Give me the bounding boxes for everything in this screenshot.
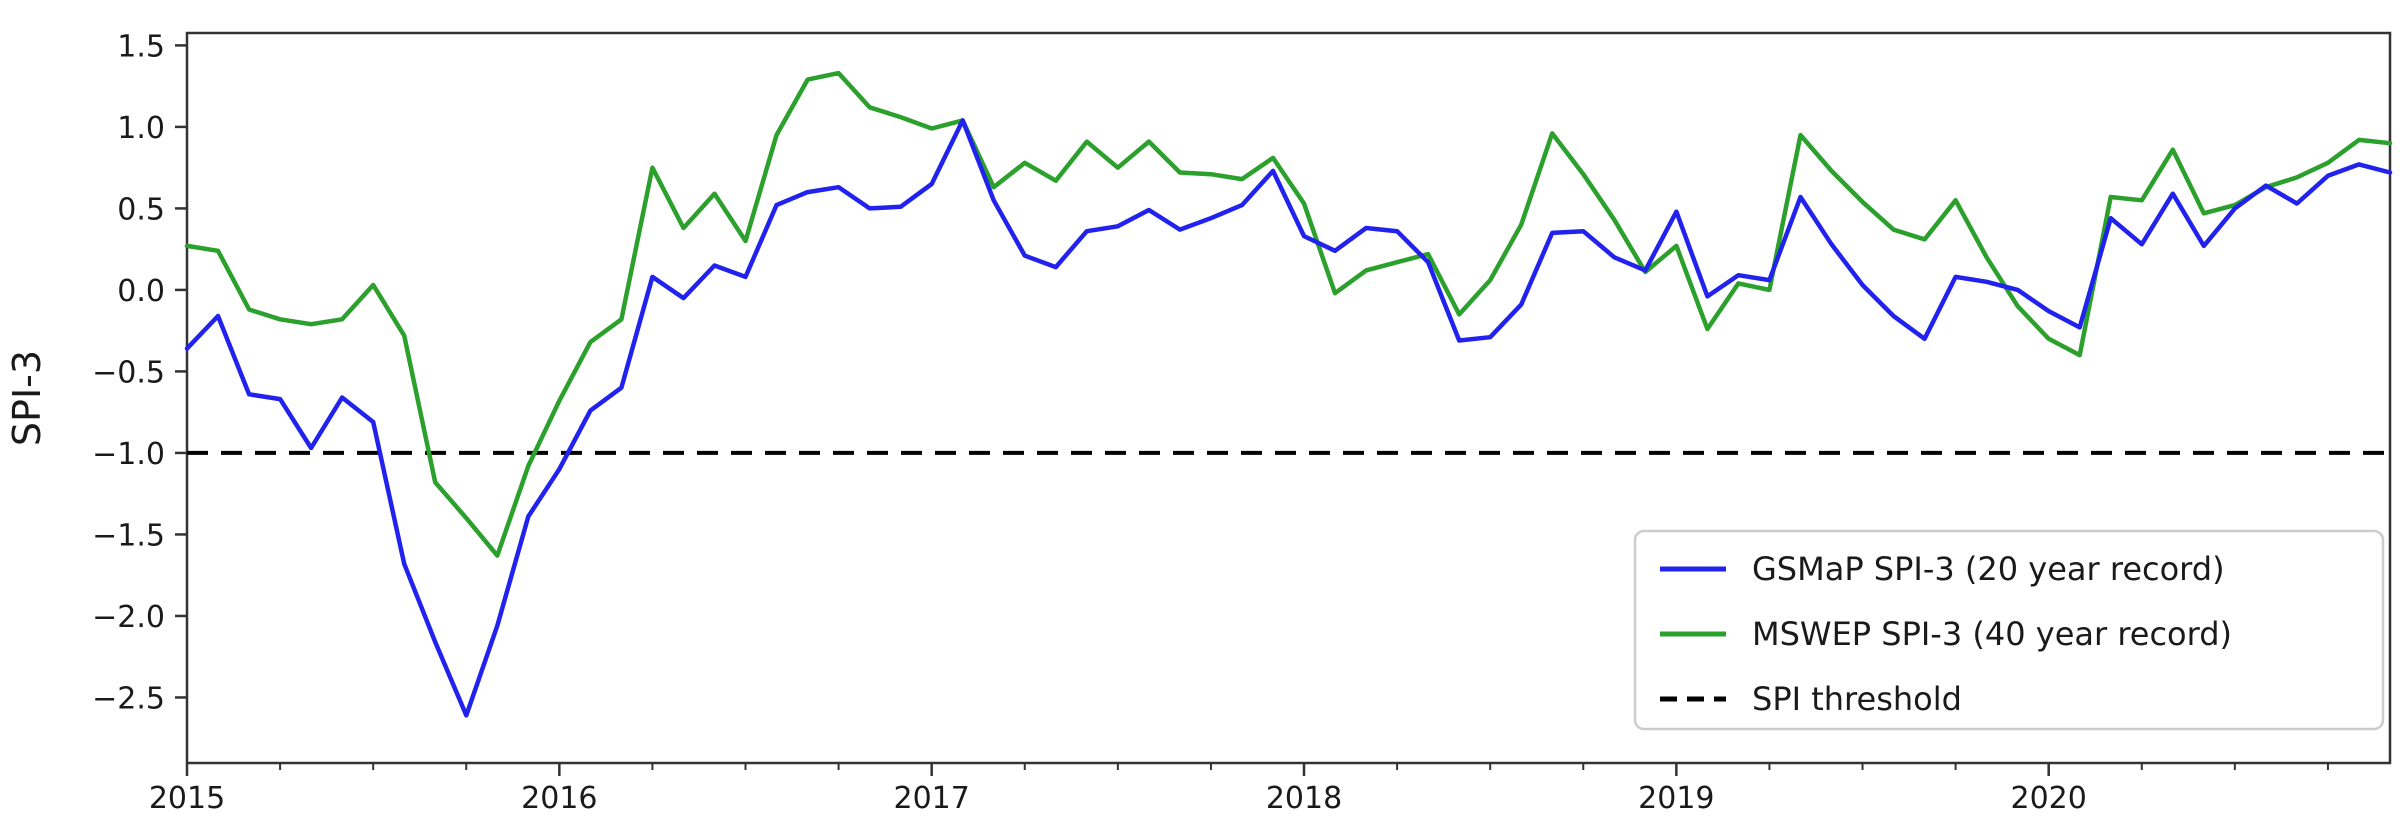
- x-tick-label: 2016: [521, 781, 597, 816]
- y-tick-label: −0.5: [92, 355, 165, 390]
- y-tick-label: 0.0: [117, 274, 165, 309]
- legend-item-label: SPI threshold: [1752, 680, 1962, 718]
- legend-item-mswep: MSWEP SPI-3 (40 year record): [1660, 615, 2232, 653]
- y-tick-label: −2.5: [92, 681, 165, 716]
- x-tick-label: 2015: [149, 781, 225, 816]
- legend-box: [1633, 529, 2385, 731]
- y-axis-ticks: 1.5 1.0 0.5 0.0 −0.5 −1.0 −1.5 −2.0 −2.5: [92, 29, 187, 716]
- x-tick-label: 2019: [1638, 781, 1714, 816]
- y-tick-label: −1.0: [92, 437, 165, 472]
- legend-item-gsmap: GSMaP SPI-3 (20 year record): [1660, 550, 2225, 588]
- legend-item-label: GSMaP SPI-3 (20 year record): [1752, 550, 2225, 588]
- y-tick-label: 1.5: [117, 29, 165, 64]
- x-tick-label: 2018: [1266, 781, 1342, 816]
- y-tick-label: 1.0: [117, 111, 165, 146]
- x-tick-label: 2020: [2011, 781, 2087, 816]
- y-tick-label: −1.5: [92, 518, 165, 553]
- gsmap-series-line: [184, 118, 2393, 718]
- y-tick-label: −2.0: [92, 600, 165, 635]
- legend-item-threshold: SPI threshold: [1660, 680, 1962, 718]
- y-axis-label: SPI-3: [5, 350, 49, 446]
- y-tick-label: 0.5: [117, 192, 165, 227]
- x-axis-ticks: 2015 2016 2017 2018 2019 2020: [149, 763, 2329, 816]
- mswep-series-line: [184, 70, 2393, 558]
- x-tick-label: 2017: [893, 781, 969, 816]
- legend-item-label: MSWEP SPI-3 (40 year record): [1752, 615, 2232, 653]
- legend: GSMaP SPI-3 (20 year record) MSWEP SPI-3…: [1633, 529, 2385, 731]
